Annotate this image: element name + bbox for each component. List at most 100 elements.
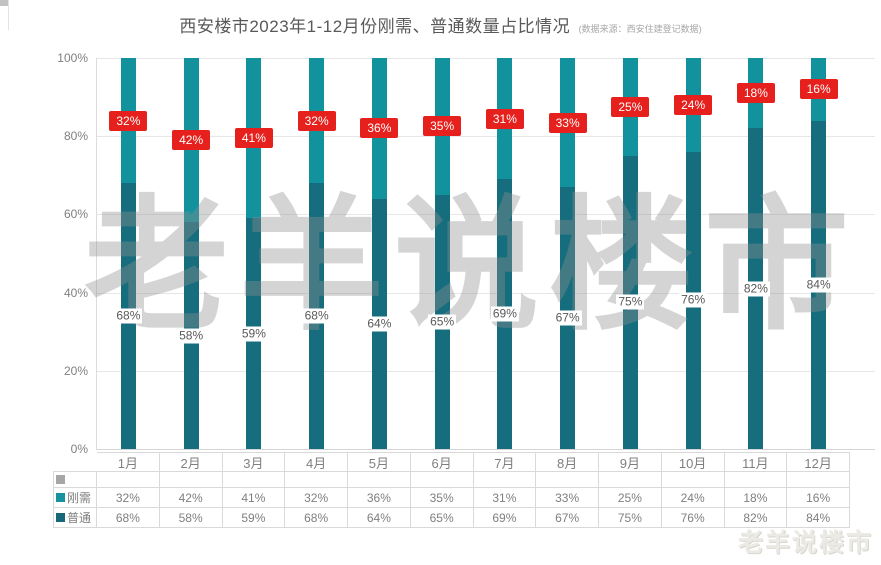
value-badge-刚需: 42% <box>172 130 211 151</box>
value-badge-刚需: 32% <box>109 110 148 131</box>
legend-key-icon <box>56 513 65 522</box>
table-value-普通: 64% <box>348 508 411 528</box>
value-badge-刚需: 18% <box>736 83 775 104</box>
gridline-80 <box>96 136 875 138</box>
table-month-header: 3月 <box>222 452 286 472</box>
table-empty-cell <box>661 472 725 488</box>
table-empty-cell <box>159 472 223 488</box>
y-axis-label: 20% <box>63 363 88 378</box>
value-label-普通: 58% <box>177 328 206 344</box>
page-edge-line <box>8 0 9 30</box>
table-empty-cell <box>410 472 474 488</box>
table-value-刚需: 32% <box>97 488 160 508</box>
bar-2月 <box>183 58 199 449</box>
table-value-刚需: 41% <box>222 488 286 508</box>
gridline-40 <box>96 292 875 294</box>
table-value-普通: 58% <box>159 508 223 528</box>
table-value-普通: 65% <box>410 508 474 528</box>
table-empty-cell <box>473 472 537 488</box>
bar-11月 <box>748 58 764 449</box>
table-empty-cell <box>599 472 662 488</box>
table-month-header: 2月 <box>159 452 223 472</box>
chart-header: 西安楼市2023年1-12月份刚需、普通数量占比情况 (数据来源：西安住建登记数… <box>0 12 881 37</box>
table-empty-cell <box>348 472 411 488</box>
value-label-普通: 84% <box>804 277 833 293</box>
chart-title: 西安楼市2023年1-12月份刚需、普通数量占比情况 <box>179 17 571 36</box>
bar-10月 <box>685 58 701 449</box>
gridline-60 <box>96 214 875 216</box>
bar-5月 <box>371 58 387 449</box>
legend-label-刚需: 刚需 <box>67 491 92 505</box>
value-badge-刚需: 24% <box>674 94 713 115</box>
table-corner-cell <box>53 452 97 472</box>
table-value-刚需: 31% <box>473 488 537 508</box>
value-label-普通: 67% <box>553 310 582 326</box>
y-axis-label: 60% <box>63 207 88 222</box>
table-value-普通: 59% <box>222 508 286 528</box>
value-label-普通: 59% <box>239 326 268 342</box>
table-value-刚需: 32% <box>285 488 348 508</box>
value-label-普通: 76% <box>679 292 708 308</box>
table-value-刚需: 18% <box>724 488 788 508</box>
table-value-普通: 82% <box>724 508 788 528</box>
table-month-header: 7月 <box>473 452 537 472</box>
gridline-0 <box>96 449 875 450</box>
table-value-刚需: 42% <box>159 488 223 508</box>
table-month-header: 10月 <box>661 452 725 472</box>
table-value-普通: 68% <box>285 508 348 528</box>
y-axis-label: 100% <box>57 51 88 65</box>
value-label-普通: 68% <box>302 308 331 324</box>
table-value-普通: 75% <box>599 508 662 528</box>
table-value-普通: 84% <box>787 508 850 528</box>
legend-key-icon <box>56 475 65 484</box>
table-month-header: 11月 <box>724 452 788 472</box>
table-value-刚需: 16% <box>787 488 850 508</box>
value-label-普通: 75% <box>616 294 645 310</box>
legend-cell-刚需: 刚需 <box>53 488 97 508</box>
value-badge-刚需: 25% <box>611 96 650 117</box>
table-month-header: 5月 <box>348 452 411 472</box>
table-empty-cell <box>222 472 286 488</box>
table-month-header: 12月 <box>787 452 850 472</box>
value-badge-刚需: 31% <box>485 108 524 129</box>
y-axis-line <box>96 58 97 450</box>
table-value-刚需: 33% <box>536 488 599 508</box>
table-month-header: 9月 <box>599 452 662 472</box>
value-badge-刚需: 16% <box>799 79 838 100</box>
table-month-header: 4月 <box>285 452 348 472</box>
table-month-header: 1月 <box>97 452 160 472</box>
value-badge-刚需: 41% <box>234 128 273 149</box>
bar-12月 <box>811 58 827 449</box>
page-corner-artifact <box>0 0 8 6</box>
table-value-刚需: 35% <box>410 488 474 508</box>
table-empty-cell <box>787 472 850 488</box>
corner-watermark: 老羊说楼市 <box>737 529 873 557</box>
value-label-普通: 68% <box>114 308 143 324</box>
value-badge-刚需: 35% <box>423 116 462 137</box>
gridline-20 <box>96 370 875 372</box>
table-empty-cell <box>724 472 788 488</box>
table-value-刚需: 25% <box>599 488 662 508</box>
value-badge-刚需: 32% <box>297 110 336 131</box>
data-table: 1月 2月 3月 4月 5月 6月 7月 8月 9月 10月 11月 12月 刚需 32% 42% 41% 32… <box>53 452 850 528</box>
table-empty-cell <box>97 472 160 488</box>
table-month-header: 8月 <box>536 452 599 472</box>
value-label-普通: 64% <box>365 316 394 332</box>
value-badge-刚需: 36% <box>360 118 399 139</box>
table-empty-cell <box>285 472 348 488</box>
y-axis-label: 80% <box>63 129 88 144</box>
value-label-普通: 82% <box>741 281 770 297</box>
table-value-刚需: 24% <box>661 488 725 508</box>
value-label-普通: 65% <box>428 314 457 330</box>
source-note: (数据来源：西安住建登记数据) <box>578 24 702 34</box>
legend-label-普通: 普通 <box>67 511 92 525</box>
y-axis-label: 0% <box>70 442 88 456</box>
value-badge-刚需: 33% <box>548 112 587 133</box>
legend-placeholder-cell <box>53 472 97 488</box>
table-value-普通: 67% <box>536 508 599 528</box>
value-label-普通: 69% <box>490 306 519 322</box>
bar-3月 <box>246 58 262 449</box>
legend-cell-普通: 普通 <box>53 508 97 528</box>
